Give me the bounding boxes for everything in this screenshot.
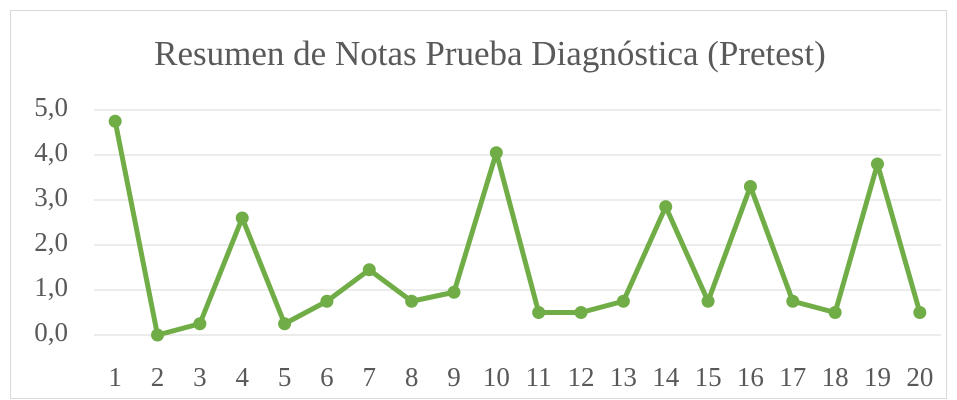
y-tick-label: 5,0 [34,92,68,122]
x-tick-label: 1 [108,362,122,392]
point [701,294,715,308]
point [828,306,842,319]
x-tick-label: 11 [526,362,552,392]
point [532,306,546,319]
x-tick-label: 9 [447,362,461,392]
x-tick-label: 15 [695,362,722,392]
x-tick-label: 18 [822,362,849,392]
point [574,306,588,319]
point [362,263,376,277]
point [659,200,673,214]
x-tick-label: 2 [151,362,165,392]
point [235,211,249,225]
point [913,306,927,319]
x-tick-label: 3 [193,362,207,392]
x-tick-label: 14 [652,362,680,392]
x-tick-label: 10 [483,362,510,392]
x-tick-label: 8 [405,362,419,392]
point [151,328,165,342]
y-tick-label: 0,0 [34,317,68,347]
y-tick-label: 1,0 [34,272,68,302]
x-tick-label: 13 [610,362,637,392]
point [405,294,419,308]
line [112,120,923,338]
point [616,294,630,308]
chart-title: Resumen de Notas Prueba Diagnóstica (Pre… [154,34,826,73]
point [743,180,757,193]
point [447,285,461,299]
x-tick-label: 4 [235,362,249,392]
x-tick-label: 19 [864,362,891,392]
point [320,294,334,308]
y-tick-label: 2,0 [34,227,68,257]
point [489,146,503,160]
point [870,157,884,171]
point [278,317,292,331]
x-tick-label: 17 [779,362,806,392]
point [193,317,207,331]
y-tick-label: 4,0 [34,137,68,167]
x-tick-label: 6 [320,362,334,392]
point [786,294,800,308]
x-tick-label: 20 [906,362,933,392]
x-tick-label: 7 [363,362,377,392]
y-tick-label: 3,0 [34,182,68,212]
x-tick-label: 16 [737,362,764,392]
x-tick-label: 5 [278,362,292,392]
point [108,114,122,128]
x-tick-label: 12 [568,362,595,392]
